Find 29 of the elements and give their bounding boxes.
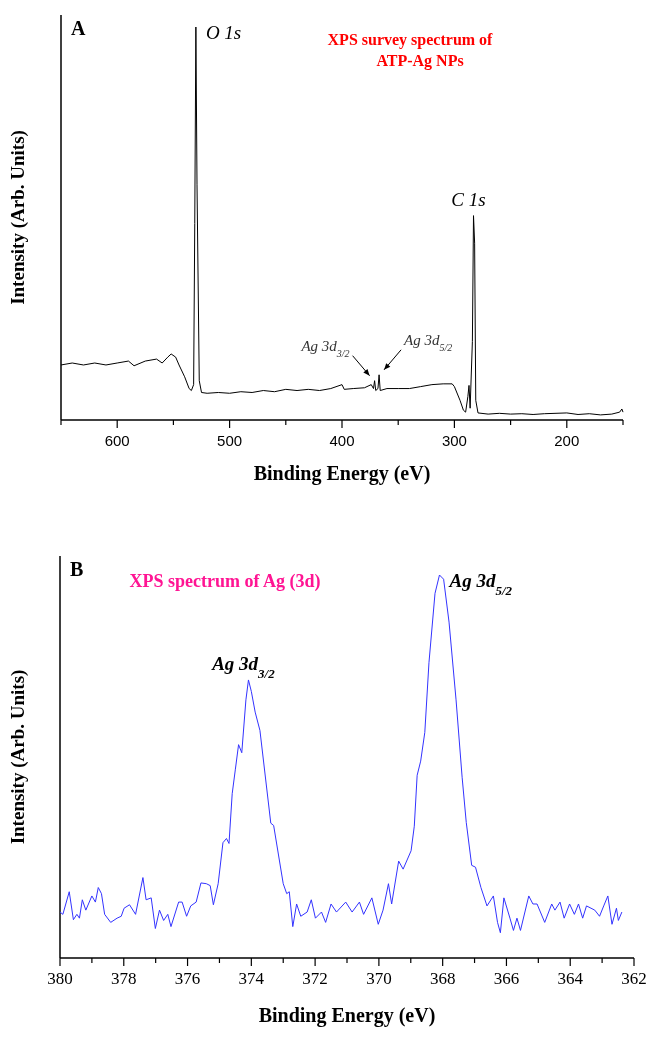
x-tick-label: 500: [217, 432, 243, 449]
annotation: B: [70, 558, 84, 580]
annotation: C 1s: [451, 188, 486, 210]
x-tick-label: 374: [238, 969, 265, 988]
x-tick-label: 372: [302, 969, 328, 988]
x-tick-label: 200: [554, 432, 580, 449]
x-tick-label: 366: [493, 969, 520, 988]
x-tick-label: 300: [441, 432, 467, 449]
annotation: Ag 3d$_{3/2}$: [211, 652, 276, 681]
annotation: Ag 3d$_{5/2}$: [448, 570, 513, 598]
x-axis-title: Binding Energy (eV): [253, 462, 431, 485]
x-tick-label: 600: [104, 432, 130, 449]
x-tick-label: 400: [329, 432, 355, 449]
y-axis-title: Intensity (Arb. Units): [7, 130, 29, 305]
x-tick-label: 378: [111, 969, 137, 988]
annotation: A: [71, 17, 86, 39]
annotation: Ag 3d$_{3/2}$: [300, 337, 350, 359]
chart-title: XPS spectrum of Ag (3d): [129, 571, 321, 592]
x-tick-label: 364: [557, 969, 584, 988]
y-axis-title: Intensity (Arb. Units): [7, 669, 29, 845]
x-tick-label: 380: [47, 969, 73, 988]
x-tick-label: 376: [174, 969, 201, 988]
annotation: Ag 3d$_{5/2}$: [403, 331, 453, 353]
annotation: O 1s: [205, 22, 242, 43]
text: XPS survey spectrum of ATP-Ag NPs: [327, 31, 494, 70]
x-tick-label: 368: [429, 969, 456, 988]
x-axis-title: Binding Energy (eV): [258, 1004, 436, 1027]
x-tick-label: 362: [621, 969, 647, 988]
x-tick-label: 370: [366, 969, 392, 988]
